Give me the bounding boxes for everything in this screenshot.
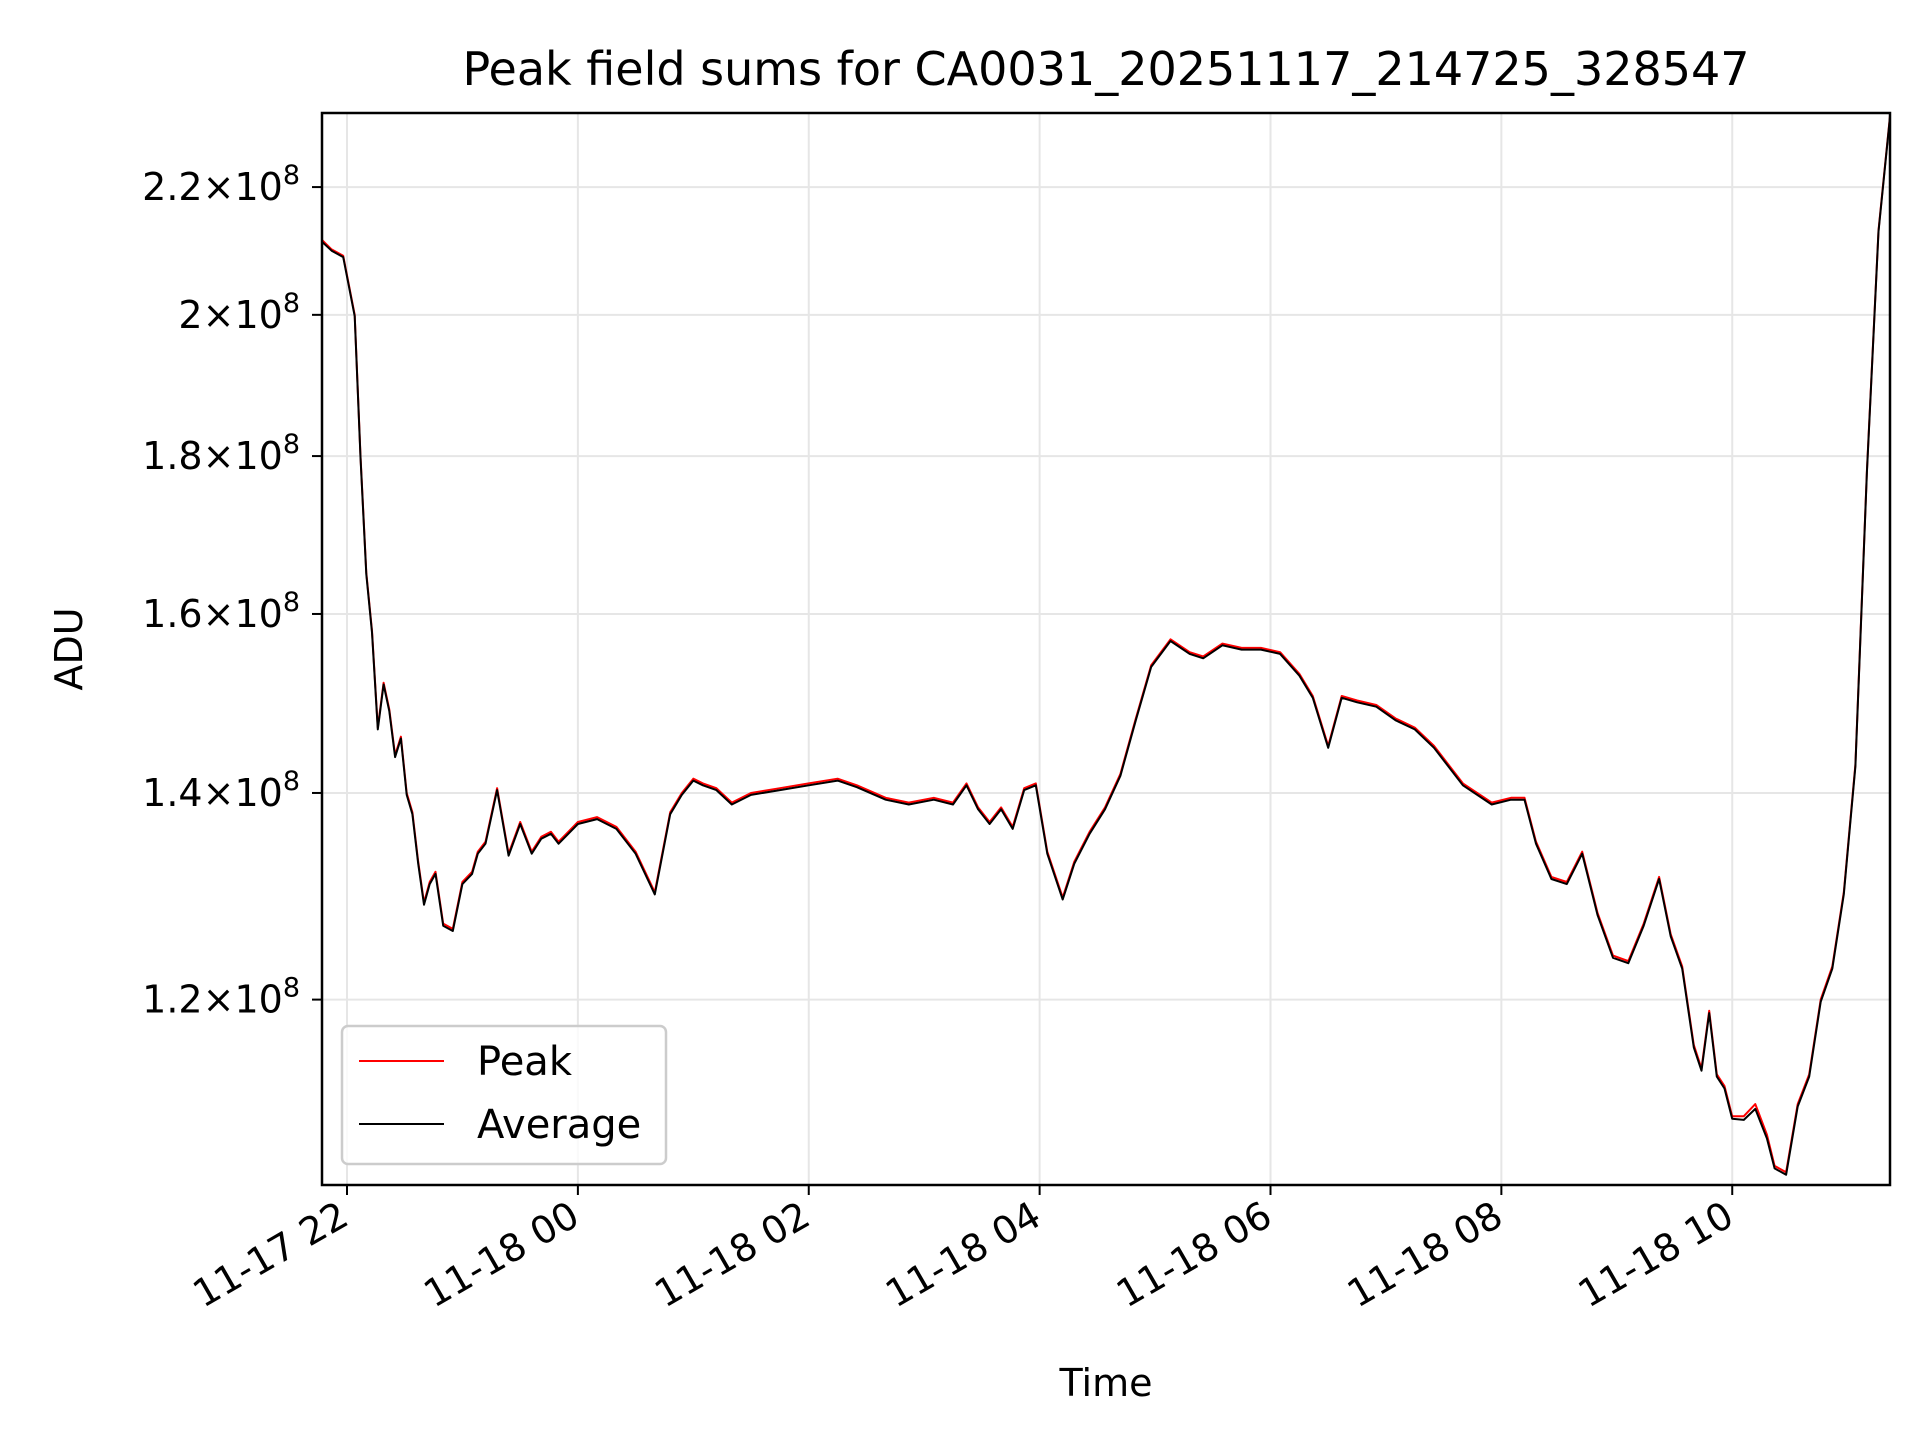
y-tick-label: 2.2×108 [142,160,300,209]
y-tick-mantissa: 2 [178,293,202,337]
legend: Peak Average [340,1024,668,1166]
y-tick-label: 2×108 [178,288,300,337]
y-tick-times-ten: ×10 [203,293,283,337]
y-tick-exponent: 8 [283,288,300,319]
y-tick-times-ten: ×10 [203,978,283,1022]
legend-label-peak: Peak [477,1039,573,1085]
y-tick-exponent: 8 [283,429,300,460]
y-axis-label: ADU [47,607,91,690]
y-tick-label: 1.2×108 [142,973,300,1022]
y-tick-times-ten: ×10 [203,434,283,478]
y-tick-exponent: 8 [283,766,300,797]
y-tick-times-ten: ×10 [203,165,283,209]
y-tick-mantissa: 1.2 [142,978,202,1022]
y-tick-mantissa: 2.2 [142,165,202,209]
y-tick-mantissa: 1.4 [142,771,202,815]
y-tick-times-ten: ×10 [203,771,283,815]
y-tick-exponent: 8 [283,973,300,1004]
y-tick-mantissa: 1.8 [142,434,202,478]
y-tick-label: 1.8×108 [142,429,300,478]
series-line-average [322,116,1890,1176]
legend-label-average: Average [477,1102,641,1148]
y-tick-label: 1.4×108 [142,766,300,815]
y-tick-times-ten: ×10 [203,592,283,636]
x-axis-label: Time [1059,1361,1153,1405]
series-layer [322,115,1890,1176]
y-tick-mantissa: 1.6 [142,592,202,636]
y-tick-exponent: 8 [283,160,300,191]
chart-title: Peak field sums for CA0031_20251117_2147… [462,42,1749,96]
plot-area-frame [320,111,1892,1187]
y-tick-exponent: 8 [283,587,300,618]
gridlines [322,113,1890,1185]
y-tick-label: 1.6×108 [142,587,300,636]
